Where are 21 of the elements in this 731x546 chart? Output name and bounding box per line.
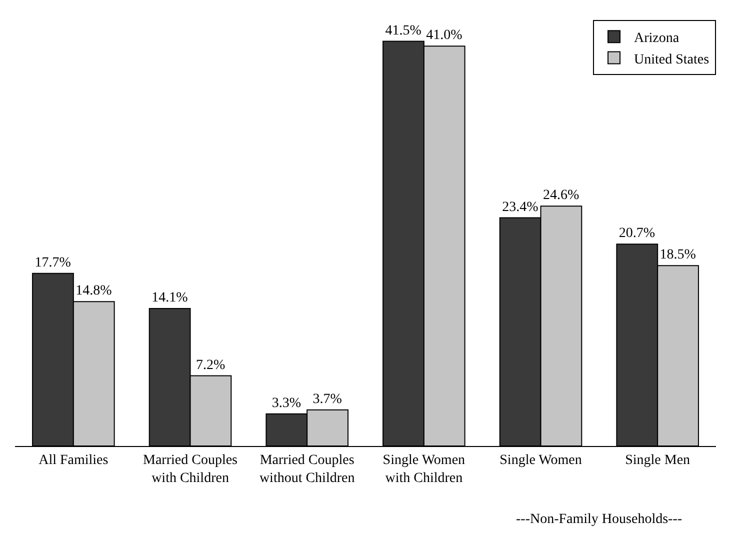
data-label: 24.6% xyxy=(542,188,580,204)
data-label: 14.1% xyxy=(152,290,188,306)
x-tick-label: All Families xyxy=(38,452,108,468)
data-label: 41.5% xyxy=(385,23,422,38)
data-label: 14.8% xyxy=(76,284,112,299)
data-label: 18.5% xyxy=(660,248,696,263)
x-tick-label: Single Women xyxy=(500,452,582,468)
x-tick-label: Single Women with Children xyxy=(382,452,466,486)
data-label: 17.7% xyxy=(34,255,72,270)
data-label: 41.0% xyxy=(426,28,463,44)
data-label: 7.2% xyxy=(196,358,226,373)
data-label: 3.7% xyxy=(312,392,342,407)
data-label: 23.4% xyxy=(502,200,539,215)
data-label: 20.7% xyxy=(618,226,656,242)
x-tick-label: Married Couples without Children xyxy=(259,452,355,486)
x-tick-label: Single Men xyxy=(625,452,690,468)
x-tick-label: Married Couples with Children xyxy=(143,452,238,486)
legend-label: Arizona xyxy=(634,31,680,46)
data-label: 3.3% xyxy=(272,396,302,411)
text: ---Non-Family Households--- xyxy=(516,512,682,527)
legend-label: United States xyxy=(634,52,710,68)
